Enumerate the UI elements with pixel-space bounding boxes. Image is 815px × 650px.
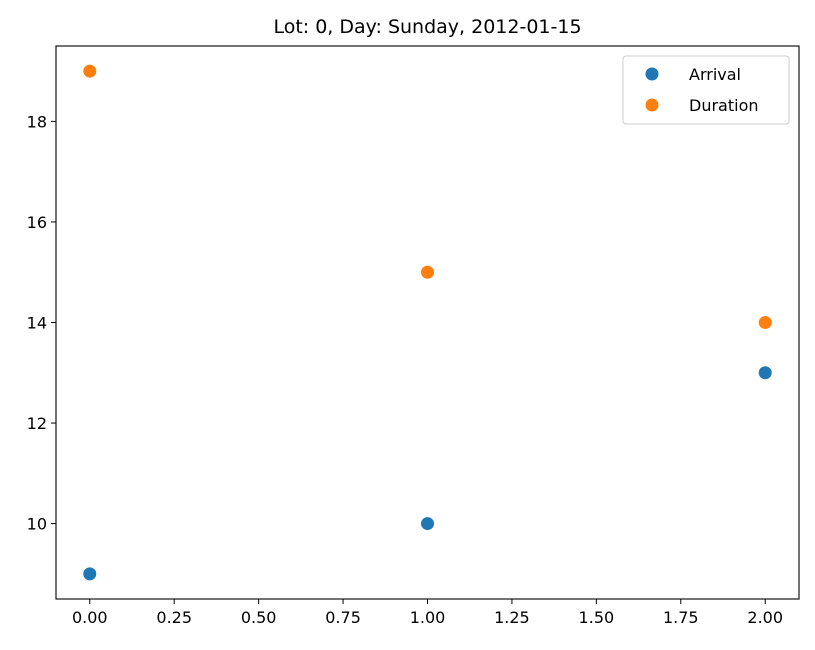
- x-tick-label: 1.25: [494, 608, 530, 627]
- data-points: [83, 64, 772, 581]
- point-arrival: [83, 567, 97, 581]
- legend-marker-arrival: [645, 67, 659, 81]
- y-tick-label: 18: [27, 112, 47, 131]
- point-duration: [758, 316, 772, 329]
- legend-box: [622, 55, 790, 125]
- y-tick-label: 14: [27, 314, 47, 333]
- point-duration: [83, 64, 97, 78]
- x-tick-label: 0.50: [241, 608, 277, 627]
- x-tick-label: 1.50: [579, 608, 615, 627]
- x-tick-label: 0.00: [72, 608, 108, 627]
- x-tick-label: 1.00: [410, 608, 446, 627]
- point-arrival: [421, 517, 434, 531]
- y-axis: 10 12 14 16 18: [27, 112, 56, 534]
- legend: Arrival Duration: [622, 55, 790, 125]
- legend-marker-duration: [645, 98, 659, 112]
- y-tick-label: 10: [27, 515, 47, 534]
- chart-title: Lot: 0, Day: Sunday, 2012-01-15: [273, 16, 581, 38]
- x-axis: 0.00 0.25 0.50 0.75 1.00 1.25 1.50 1.75 2.00: [72, 599, 783, 627]
- y-tick-label: 12: [27, 414, 47, 433]
- x-tick-label: 0.75: [325, 608, 361, 627]
- legend-label-duration: Duration: [689, 96, 759, 115]
- legend-label-arrival: Arrival: [689, 65, 741, 84]
- x-tick-label: 2.00: [747, 608, 783, 627]
- x-tick-label: 1.75: [663, 608, 699, 627]
- x-tick-label: 0.25: [156, 608, 192, 627]
- point-duration: [421, 265, 434, 279]
- point-arrival: [758, 366, 772, 380]
- y-tick-label: 16: [27, 213, 47, 232]
